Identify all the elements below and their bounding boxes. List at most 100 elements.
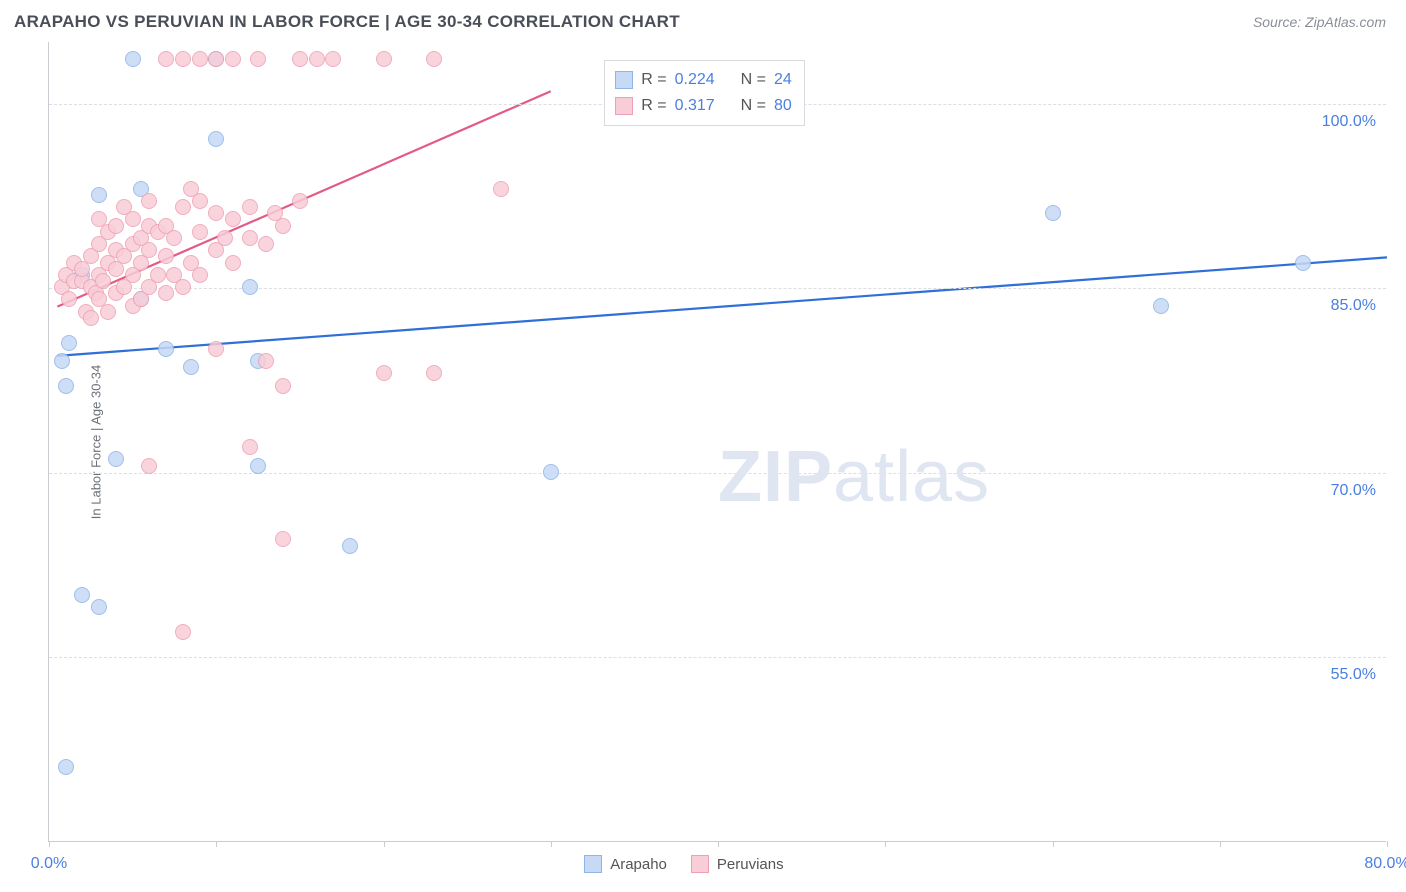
x-tick: [1220, 841, 1221, 847]
data-point: [208, 341, 224, 357]
data-point: [543, 464, 559, 480]
data-point: [292, 51, 308, 67]
data-point: [54, 353, 70, 369]
legend-n-value: 24: [774, 67, 792, 93]
gridline: [49, 657, 1386, 658]
y-tick-label: 100.0%: [1322, 113, 1376, 131]
data-point: [325, 51, 341, 67]
legend-swatch: [691, 855, 709, 873]
x-tick: [49, 841, 50, 847]
data-point: [192, 51, 208, 67]
data-point: [225, 51, 241, 67]
data-point: [61, 335, 77, 351]
legend-swatch: [615, 71, 633, 89]
data-point: [158, 341, 174, 357]
chart-title: ARAPAHO VS PERUVIAN IN LABOR FORCE | AGE…: [14, 12, 680, 32]
data-point: [125, 211, 141, 227]
legend-row: R = 0.317 N = 80: [615, 93, 792, 119]
data-point: [91, 599, 107, 615]
data-point: [166, 230, 182, 246]
data-point: [258, 353, 274, 369]
data-point: [275, 218, 291, 234]
data-point: [61, 291, 77, 307]
data-point: [141, 458, 157, 474]
data-point: [242, 279, 258, 295]
scatter-chart: In Labor Force | Age 30-34 ZIPatlas R = …: [48, 42, 1386, 842]
data-point: [1295, 255, 1311, 271]
data-point: [250, 51, 266, 67]
x-tick: [551, 841, 552, 847]
data-point: [175, 624, 191, 640]
y-tick-label: 85.0%: [1331, 297, 1376, 315]
data-point: [175, 199, 191, 215]
x-tick: [216, 841, 217, 847]
legend-item: Peruvians: [691, 855, 784, 873]
legend-n-value: 80: [774, 93, 792, 119]
x-tick: [718, 841, 719, 847]
data-point: [158, 51, 174, 67]
x-tick: [1387, 841, 1388, 847]
x-tick: [885, 841, 886, 847]
data-point: [58, 759, 74, 775]
legend-r-label: R =: [641, 93, 666, 119]
data-point: [192, 224, 208, 240]
data-point: [342, 538, 358, 554]
legend-swatch: [584, 855, 602, 873]
data-point: [141, 242, 157, 258]
data-point: [225, 211, 241, 227]
data-point: [493, 181, 509, 197]
legend-r-value: 0.317: [675, 93, 715, 119]
data-point: [83, 310, 99, 326]
data-point: [175, 279, 191, 295]
legend-r-label: R =: [641, 67, 666, 93]
legend-series-name: Arapaho: [610, 856, 667, 873]
legend-item: Arapaho: [584, 855, 667, 873]
data-point: [426, 51, 442, 67]
data-point: [141, 193, 157, 209]
legend-series-name: Peruvians: [717, 856, 784, 873]
data-point: [217, 230, 233, 246]
data-point: [150, 267, 166, 283]
x-tick-label: 0.0%: [31, 855, 67, 873]
data-point: [91, 187, 107, 203]
data-point: [108, 451, 124, 467]
y-tick-label: 55.0%: [1331, 666, 1376, 684]
data-point: [242, 230, 258, 246]
data-point: [1153, 298, 1169, 314]
data-point: [158, 248, 174, 264]
gridline: [49, 473, 1386, 474]
data-point: [376, 51, 392, 67]
data-point: [1045, 205, 1061, 221]
x-tick: [384, 841, 385, 847]
data-point: [192, 193, 208, 209]
legend-n-label: N =: [741, 67, 766, 93]
data-point: [100, 304, 116, 320]
data-point: [250, 458, 266, 474]
data-point: [208, 131, 224, 147]
data-point: [183, 359, 199, 375]
data-point: [208, 205, 224, 221]
data-point: [125, 51, 141, 67]
legend-r-value: 0.224: [675, 67, 715, 93]
data-point: [292, 193, 308, 209]
series-legend: Arapaho Peruvians: [584, 855, 783, 873]
x-tick: [1053, 841, 1054, 847]
data-point: [376, 365, 392, 381]
data-point: [242, 439, 258, 455]
legend-row: R = 0.224 N = 24: [615, 67, 792, 93]
data-point: [192, 267, 208, 283]
data-point: [158, 285, 174, 301]
data-point: [242, 199, 258, 215]
data-point: [275, 378, 291, 394]
data-point: [95, 273, 111, 289]
correlation-legend: R = 0.224 N = 24 R = 0.317 N = 80: [604, 60, 805, 126]
data-point: [58, 378, 74, 394]
x-tick-label: 80.0%: [1364, 855, 1406, 873]
data-point: [309, 51, 325, 67]
y-tick-label: 70.0%: [1331, 482, 1376, 500]
legend-n-label: N =: [741, 93, 766, 119]
data-point: [225, 255, 241, 271]
data-point: [258, 236, 274, 252]
legend-swatch: [615, 97, 633, 115]
source-label: Source: ZipAtlas.com: [1253, 14, 1386, 30]
